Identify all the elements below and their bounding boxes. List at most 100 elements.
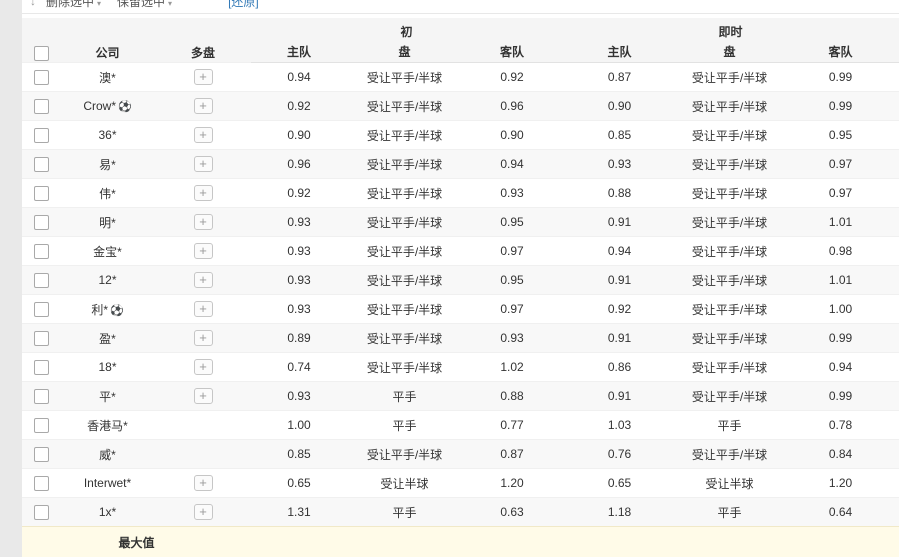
expand-odds-button[interactable]: + xyxy=(194,69,213,85)
multi-odds-cell xyxy=(155,411,251,440)
row-select-cell xyxy=(22,237,60,266)
live-away-odds: 0.99 xyxy=(782,324,899,353)
row-checkbox[interactable] xyxy=(34,244,49,259)
live-away-odds: 0.99 xyxy=(782,382,899,411)
row-checkbox[interactable] xyxy=(34,360,49,375)
table-footer: 最大值 xyxy=(22,527,899,557)
live-away-odds: 0.99 xyxy=(782,63,899,92)
expand-odds-button[interactable]: + xyxy=(194,475,213,491)
row-checkbox[interactable] xyxy=(34,70,49,85)
live-handicap: 受让平手/半球 xyxy=(677,353,782,382)
expand-odds-button[interactable]: + xyxy=(194,185,213,201)
initial-home-odds: 0.92 xyxy=(251,92,347,121)
delete-selected-button[interactable]: 删除选中▾ xyxy=(46,0,101,10)
row-checkbox[interactable] xyxy=(34,476,49,491)
company-name: 36* xyxy=(60,121,155,150)
live-handicap: 受让平手/半球 xyxy=(677,382,782,411)
row-checkbox[interactable] xyxy=(34,302,49,317)
header-live-home: 主队 xyxy=(562,41,677,63)
initial-home-odds: 0.93 xyxy=(251,295,347,324)
row-checkbox[interactable] xyxy=(34,273,49,288)
multi-odds-cell: + xyxy=(155,266,251,295)
multi-odds-cell: + xyxy=(155,121,251,150)
header-initial-handicap: 盘 xyxy=(347,41,462,63)
row-checkbox[interactable] xyxy=(34,331,49,346)
expand-odds-button[interactable]: + xyxy=(194,272,213,288)
company-name: 12* xyxy=(60,266,155,295)
expand-odds-button[interactable]: + xyxy=(194,243,213,259)
expand-odds-button[interactable]: + xyxy=(194,301,213,317)
row-select-cell xyxy=(22,295,60,324)
soccer-ball-icon: ⚽ xyxy=(118,101,132,113)
initial-handicap: 受让平手/半球 xyxy=(347,266,462,295)
live-handicap: 平手 xyxy=(677,498,782,527)
restore-link[interactable]: [还原] xyxy=(228,0,259,10)
live-home-odds: 0.65 xyxy=(562,469,677,498)
row-checkbox[interactable] xyxy=(34,215,49,230)
expand-odds-button[interactable]: + xyxy=(194,127,213,143)
initial-away-odds: 1.20 xyxy=(462,469,562,498)
expand-odds-button[interactable]: + xyxy=(194,388,213,404)
expand-odds-button[interactable]: + xyxy=(194,504,213,520)
company-name: 金宝* xyxy=(60,237,155,266)
initial-away-odds: 0.96 xyxy=(462,92,562,121)
initial-away-odds: 0.93 xyxy=(462,324,562,353)
expand-odds-button[interactable]: + xyxy=(194,98,213,114)
row-checkbox[interactable] xyxy=(34,418,49,433)
live-home-odds: 0.87 xyxy=(562,63,677,92)
initial-away-odds: 0.77 xyxy=(462,411,562,440)
expand-odds-button[interactable]: + xyxy=(194,359,213,375)
multi-odds-cell: + xyxy=(155,150,251,179)
row-select-cell xyxy=(22,208,60,237)
live-home-odds: 0.91 xyxy=(562,382,677,411)
multi-odds-cell: + xyxy=(155,92,251,121)
table-header: 公司 多盘 初 即时 主队 盘 客队 主队 盘 客队 xyxy=(22,18,899,63)
row-checkbox[interactable] xyxy=(34,157,49,172)
multi-odds-cell: + xyxy=(155,353,251,382)
initial-handicap: 受让平手/半球 xyxy=(347,63,462,92)
initial-home-odds: 0.74 xyxy=(251,353,347,382)
arrow-down-icon: ↓ xyxy=(30,0,36,8)
initial-home-odds: 0.94 xyxy=(251,63,347,92)
select-all-checkbox[interactable] xyxy=(34,46,49,61)
live-handicap: 平手 xyxy=(677,411,782,440)
live-home-odds: 0.91 xyxy=(562,266,677,295)
multi-odds-cell: + xyxy=(155,469,251,498)
live-handicap: 受让平手/半球 xyxy=(677,237,782,266)
row-checkbox[interactable] xyxy=(34,505,49,520)
row-checkbox[interactable] xyxy=(34,128,49,143)
initial-handicap: 平手 xyxy=(347,382,462,411)
expand-odds-button[interactable]: + xyxy=(194,156,213,172)
keep-selected-button[interactable]: 保留选中▾ xyxy=(117,0,172,10)
initial-handicap: 受让平手/半球 xyxy=(347,179,462,208)
initial-handicap: 受让平手/半球 xyxy=(347,208,462,237)
initial-away-odds: 0.95 xyxy=(462,208,562,237)
live-home-odds: 1.18 xyxy=(562,498,677,527)
row-checkbox[interactable] xyxy=(34,447,49,462)
initial-handicap: 平手 xyxy=(347,411,462,440)
initial-handicap: 受让平手/半球 xyxy=(347,237,462,266)
row-checkbox[interactable] xyxy=(34,389,49,404)
live-home-odds: 0.90 xyxy=(562,92,677,121)
live-handicap: 受让平手/半球 xyxy=(677,63,782,92)
live-home-odds: 0.88 xyxy=(562,179,677,208)
initial-away-odds: 0.93 xyxy=(462,179,562,208)
expand-odds-button[interactable]: + xyxy=(194,330,213,346)
expand-odds-button[interactable]: + xyxy=(194,214,213,230)
initial-handicap: 受让平手/半球 xyxy=(347,150,462,179)
initial-away-odds: 0.87 xyxy=(462,440,562,469)
row-checkbox[interactable] xyxy=(34,186,49,201)
live-handicap: 受让平手/半球 xyxy=(677,150,782,179)
company-name: 易* xyxy=(60,150,155,179)
initial-home-odds: 0.96 xyxy=(251,150,347,179)
row-checkbox[interactable] xyxy=(34,99,49,114)
live-away-odds: 0.98 xyxy=(782,237,899,266)
row-select-cell xyxy=(22,324,60,353)
